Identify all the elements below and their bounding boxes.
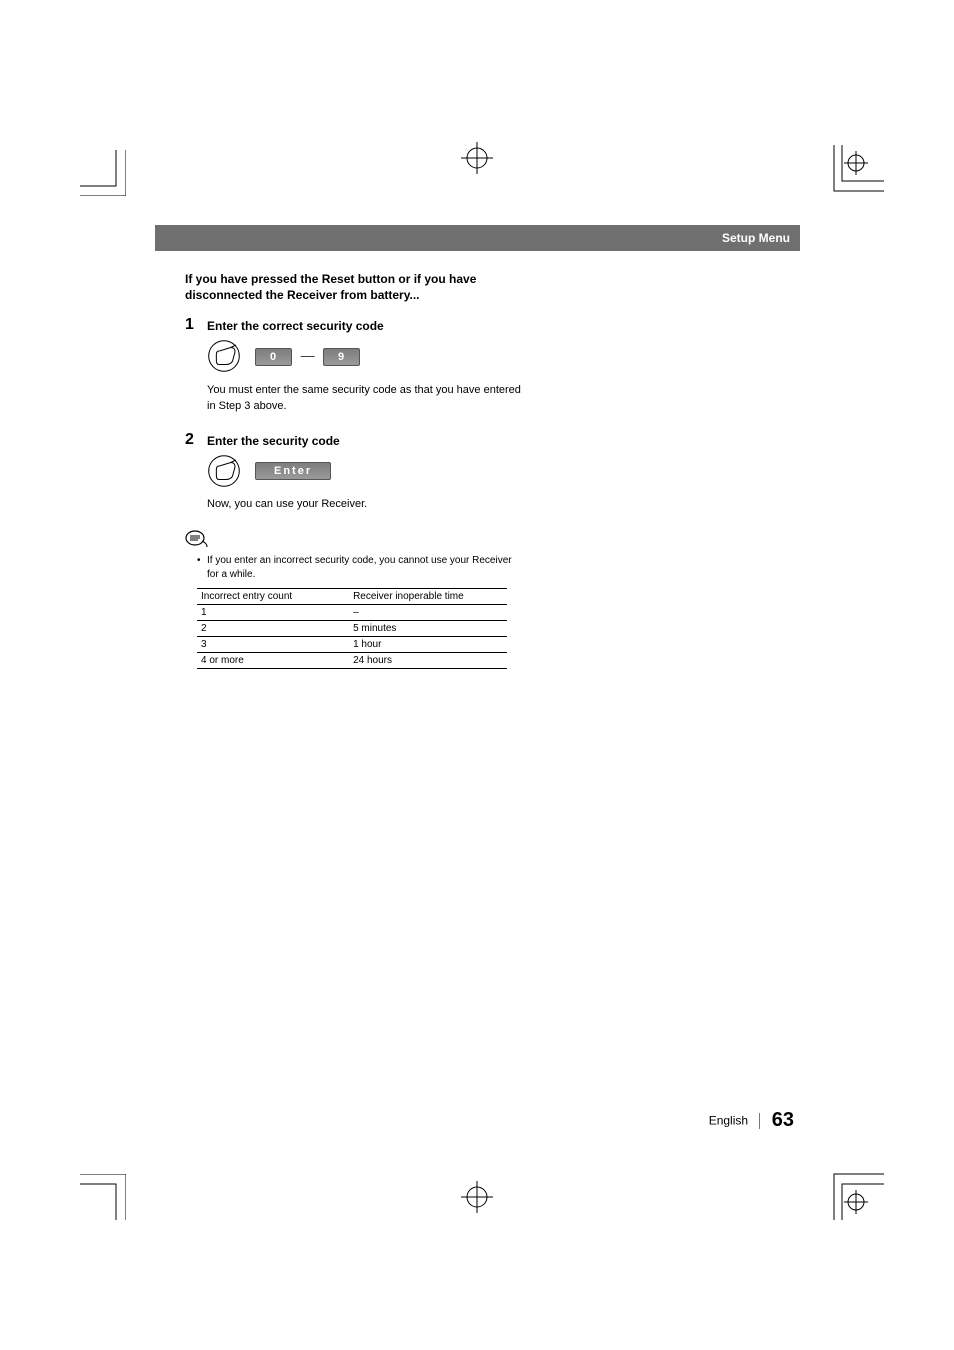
intro-paragraph: If you have pressed the Reset button or …	[185, 271, 525, 303]
pointing-hand-icon	[207, 454, 241, 488]
crop-mark-bl	[80, 1174, 126, 1220]
step-1-keys: 0 — 9	[207, 339, 525, 373]
footer-page-number: 63	[772, 1109, 794, 1131]
page-content: Setup Menu If you have pressed the Reset…	[155, 225, 800, 669]
table-cell-time: 1 hour	[323, 637, 507, 653]
table-col2-header: Receiver inoperable time	[323, 589, 507, 605]
table-cell-time: –	[323, 605, 507, 621]
step-2-number: 2	[185, 432, 199, 448]
table-cell-count: 1	[197, 605, 323, 621]
key-range-dash: —	[301, 347, 315, 363]
step-1-title: Enter the correct security code	[207, 317, 384, 333]
table-row: 3 1 hour	[197, 637, 507, 653]
step-1-number: 1	[185, 317, 199, 333]
note-icon	[185, 528, 525, 548]
step-1-description: You must enter the same security code as…	[207, 383, 525, 414]
table-cell-count: 4 or more	[197, 653, 323, 669]
content-column: If you have pressed the Reset button or …	[155, 271, 525, 669]
step-2-header: 2 Enter the security code	[185, 432, 525, 448]
pointing-hand-icon	[207, 339, 241, 373]
step-2-body: Enter Now, you can use your Receiver.	[185, 454, 525, 510]
table-cell-time: 24 hours	[323, 653, 507, 669]
table-cell-count: 3	[197, 637, 323, 653]
step-1-header: 1 Enter the correct security code	[185, 317, 525, 333]
crop-mark-tr	[828, 145, 884, 201]
key-enter: Enter	[255, 462, 331, 480]
section-header: Setup Menu	[155, 225, 800, 251]
table-row: 4 or more 24 hours	[197, 653, 507, 669]
table-col1-header: Incorrect entry count	[197, 589, 323, 605]
registration-target-top	[459, 140, 495, 181]
table-row: 1 –	[197, 605, 507, 621]
registration-target-bottom	[459, 1179, 495, 1220]
key-0: 0	[255, 348, 292, 366]
note-bullet: If you enter an incorrect security code,…	[185, 554, 525, 582]
crop-mark-br	[828, 1164, 884, 1220]
step-2-keys: Enter	[207, 454, 525, 488]
key-9: 9	[323, 348, 360, 366]
footer-language: English	[709, 1114, 748, 1128]
table-cell-count: 2	[197, 621, 323, 637]
step-2-title: Enter the security code	[207, 432, 340, 448]
crop-mark-tl	[80, 150, 126, 196]
section-title: Setup Menu	[722, 231, 790, 245]
step-1-body: 0 — 9 You must enter the same security c…	[185, 339, 525, 414]
page-footer: English 63	[709, 1109, 794, 1132]
footer-divider	[759, 1113, 760, 1129]
lockout-table: Incorrect entry count Receiver inoperabl…	[197, 588, 507, 669]
table-row: 2 5 minutes	[197, 621, 507, 637]
step-2-result: Now, you can use your Receiver.	[207, 498, 525, 510]
table-cell-time: 5 minutes	[323, 621, 507, 637]
